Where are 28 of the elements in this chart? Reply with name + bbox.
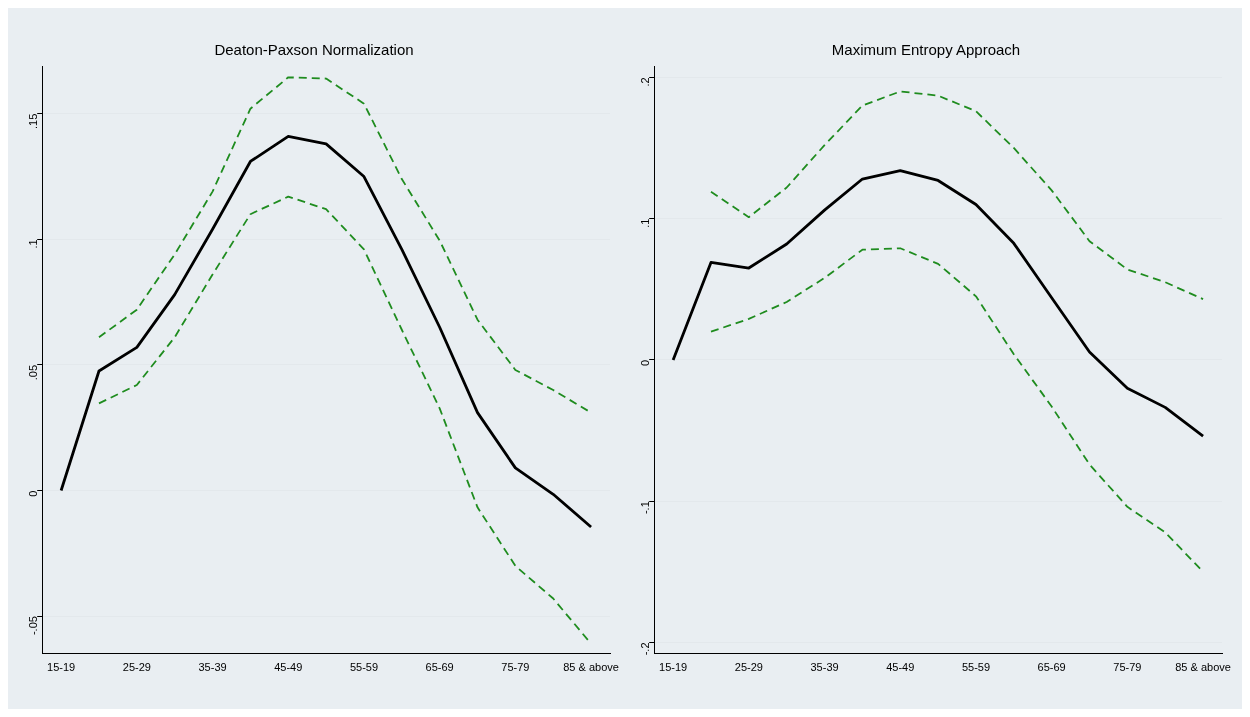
x-tick-label: 15-19	[47, 661, 76, 674]
y-tick-label: -.1	[639, 501, 652, 515]
x-tick-label: 75-79	[1113, 661, 1142, 674]
x-tick-label: 85 & above	[563, 661, 619, 674]
chart-title: Maximum Entropy Approach	[831, 41, 1021, 59]
y-tick-label: .15	[27, 113, 40, 130]
x-tick-label: 25-29	[122, 661, 151, 674]
x-tick-label: 55-59	[349, 661, 379, 674]
x-tick-label: 45-49	[886, 661, 915, 674]
y-tick-label: .2	[639, 77, 652, 87]
y-tick-label: .1	[639, 218, 652, 228]
chart-title: Deaton-Paxson Normalization	[214, 41, 414, 59]
x-tick-label: 65-69	[1037, 661, 1066, 674]
x-tick-label: 35-39	[810, 661, 839, 674]
x-tick-label: 55-59	[961, 661, 991, 674]
x-tick-label: 25-29	[734, 661, 763, 674]
x-tick-label: 75-79	[501, 661, 530, 674]
x-tick-label: 85 & above	[1175, 661, 1231, 674]
y-tick-label: .1	[27, 239, 40, 249]
x-tick-label: 15-19	[659, 661, 688, 674]
x-tick-label: 45-49	[274, 661, 303, 674]
y-tick-label: .05	[27, 364, 40, 381]
y-tick-label: -.2	[639, 642, 652, 656]
x-tick-label: 65-69	[425, 661, 454, 674]
y-tick-label: 0	[27, 490, 40, 497]
x-tick-label: 35-39	[198, 661, 227, 674]
y-tick-label: -.05	[27, 616, 40, 636]
y-tick-label: 0	[639, 359, 652, 367]
